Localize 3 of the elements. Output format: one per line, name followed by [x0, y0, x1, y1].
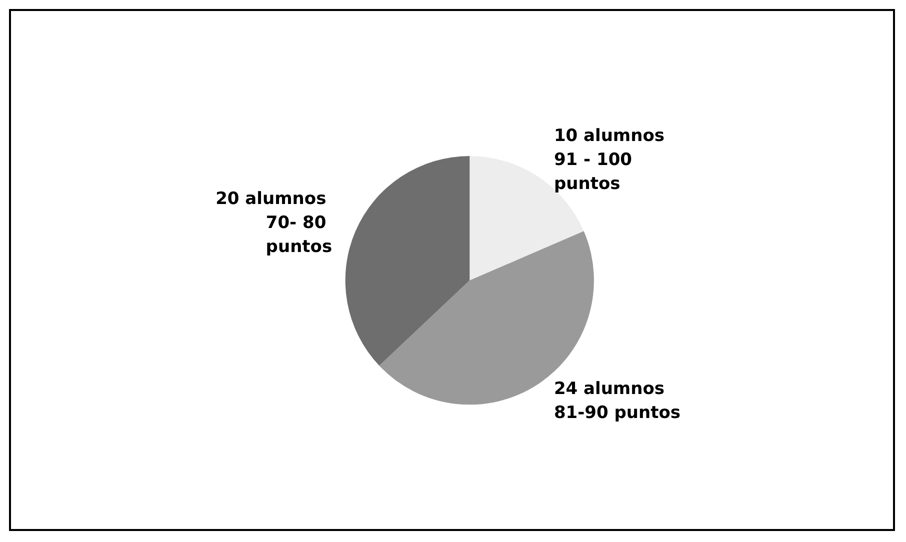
slice-label: 20 alumnos 70- 80 puntos [216, 189, 332, 258]
slice-label: 24 alumnos 81-90 puntos [554, 378, 681, 423]
slice-label: 10 alumnos 91 - 100 puntos [554, 126, 670, 194]
